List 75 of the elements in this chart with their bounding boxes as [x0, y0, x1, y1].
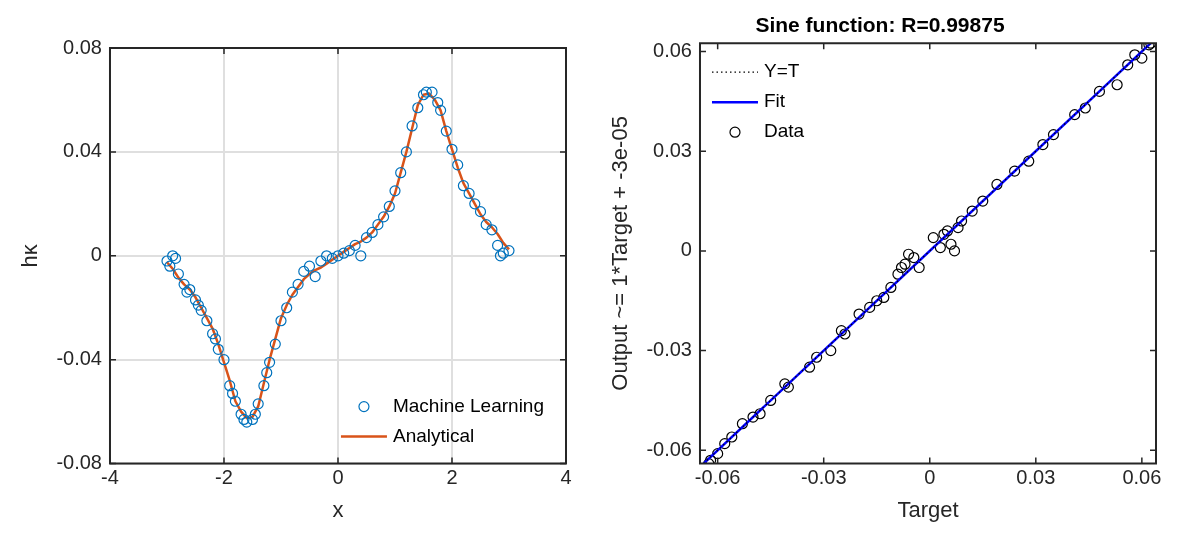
y-tick-label: 0.03 [653, 138, 692, 161]
point [938, 228, 950, 240]
point [892, 268, 904, 280]
y-tick-label: 0 [90, 243, 102, 266]
point [1009, 165, 1021, 177]
point [908, 251, 920, 264]
x-tick-label: -4 [101, 466, 119, 489]
point [765, 394, 777, 407]
point [948, 245, 961, 257]
point [1037, 138, 1049, 151]
x-tick-label: 0 [332, 466, 344, 489]
x-tick-label: 0.03 [1016, 466, 1056, 489]
point [864, 301, 876, 313]
point [1047, 128, 1060, 141]
point [1122, 59, 1134, 71]
y-tick-label: -0.08 [56, 451, 102, 474]
point [747, 411, 759, 423]
x-tick-label: 4 [560, 466, 572, 489]
point [1093, 85, 1106, 97]
point [1136, 52, 1148, 64]
x-tick-label: -0.03 [800, 466, 847, 489]
point [736, 418, 749, 430]
point [1023, 155, 1035, 167]
legend-label: Fit [763, 90, 786, 112]
point [899, 258, 911, 270]
x-axis-title: Target [897, 496, 959, 522]
point [1069, 109, 1081, 121]
legend-label: Analytical [392, 424, 475, 446]
legend-label: Data [763, 120, 805, 142]
legend-label: Y=T [763, 60, 800, 82]
point [803, 361, 816, 373]
legend-label: Machine Learning [392, 394, 544, 416]
point [934, 241, 946, 254]
point [712, 448, 724, 460]
y-tick-label: -0.03 [646, 338, 692, 361]
chart-title: Sine function: R=0.99875 [755, 13, 1005, 37]
point [878, 291, 890, 304]
y-axis-title: Output ~= 1*Target + -3e-05 [607, 116, 633, 391]
point [952, 222, 964, 234]
point [902, 248, 915, 260]
point [839, 328, 851, 340]
point [945, 238, 957, 250]
point [941, 225, 954, 237]
point [977, 195, 989, 207]
point [1129, 49, 1141, 61]
x-tick-label: 2 [446, 466, 458, 489]
y-tick-label: 0.08 [63, 35, 102, 58]
point [726, 431, 738, 443]
point [871, 295, 883, 307]
y-tick-label: -0.06 [646, 437, 692, 460]
x-tick-label: 0.06 [1122, 466, 1162, 489]
point [704, 454, 717, 464]
y-tick-label: 0.06 [653, 39, 692, 62]
point [991, 178, 1003, 191]
point [885, 281, 897, 294]
x-tick-label: -0.06 [694, 466, 741, 489]
point [895, 261, 908, 274]
point [853, 308, 865, 320]
point [719, 438, 731, 450]
point [927, 232, 939, 244]
point [811, 351, 823, 363]
point [913, 261, 925, 274]
point [1111, 79, 1123, 91]
x-axis-title: x [332, 496, 344, 522]
y-axis-title: hκ [17, 243, 43, 268]
y-tick-label: 0 [680, 238, 692, 261]
point [955, 215, 968, 227]
point [966, 205, 978, 217]
y-tick-label: 0.04 [63, 139, 102, 162]
y-tick-label: -0.04 [56, 347, 102, 370]
x-tick-label: -2 [215, 466, 233, 489]
point [835, 325, 847, 337]
point [754, 408, 766, 420]
point [1079, 102, 1091, 114]
x-tick-label: 0 [924, 466, 936, 489]
